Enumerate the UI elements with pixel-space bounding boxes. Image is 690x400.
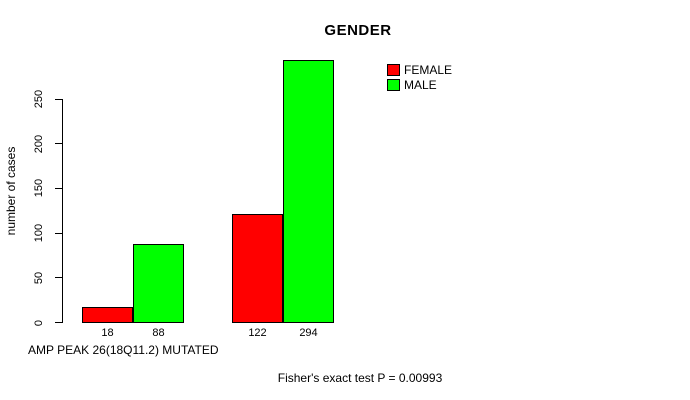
bar-female-group2 <box>232 214 283 323</box>
y-tick <box>55 233 62 234</box>
y-tick <box>55 322 62 323</box>
bar-male-group1 <box>133 244 184 323</box>
y-tick <box>55 188 62 189</box>
legend-swatch-male <box>387 78 400 91</box>
y-tick-label: 250 <box>33 89 45 109</box>
y-tick-label: 100 <box>33 223 45 243</box>
y-axis-title: number of cases <box>4 146 18 236</box>
legend-label: MALE <box>404 77 437 92</box>
chart-title: GENDER <box>324 22 392 39</box>
bar-value-label: 88 <box>152 327 165 339</box>
bar-value-label: 294 <box>299 327 318 339</box>
y-tick-label: 50 <box>33 271 45 285</box>
bar-male-group2 <box>283 60 334 323</box>
y-tick-label: 150 <box>33 178 45 198</box>
y-tick <box>55 277 62 278</box>
y-tick <box>55 99 62 100</box>
bar-female-group1 <box>82 307 133 323</box>
legend-swatch-female <box>387 64 400 76</box>
x-axis-title: AMP PEAK 26(18Q11.2) MUTATED <box>28 343 219 357</box>
y-tick-label: 0 <box>33 319 45 327</box>
legend-label: FEMALE <box>404 63 453 77</box>
bar-value-label: 18 <box>101 327 114 339</box>
statistical-annotation: Fisher's exact test P = 0.00993 <box>277 371 443 385</box>
y-axis-line <box>62 99 63 323</box>
y-tick <box>55 143 62 144</box>
y-tick-label: 200 <box>33 134 45 154</box>
bar-value-label: 122 <box>248 327 267 339</box>
